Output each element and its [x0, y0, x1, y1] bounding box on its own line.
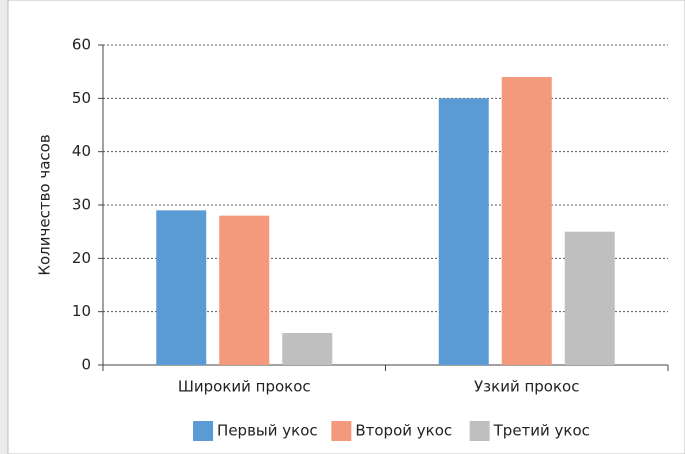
y-tick-label: 0 [81, 356, 91, 374]
legend-label: Второй укос [355, 422, 452, 440]
bar [156, 210, 207, 365]
chart-panel [7, 0, 685, 454]
x-tick-label: Широкий прокос [178, 378, 311, 396]
y-tick-label: 40 [72, 142, 91, 160]
y-axis-label: Количество часов [36, 134, 54, 275]
x-tick-label: Узкий прокос [474, 378, 579, 396]
legend-swatch [331, 421, 352, 441]
bar [501, 77, 552, 365]
y-tick-label: 10 [72, 302, 91, 320]
bar [219, 215, 270, 365]
bar [564, 231, 615, 365]
bar [438, 98, 489, 365]
y-tick-label: 20 [72, 249, 91, 267]
bar [282, 333, 333, 365]
y-tick-label: 50 [72, 89, 91, 107]
legend-label: Первый укос [217, 422, 318, 440]
y-tick-label: 60 [72, 36, 91, 54]
legend-swatch [193, 421, 214, 441]
legend-label: Третий укос [493, 422, 590, 440]
y-tick-label: 30 [72, 196, 91, 214]
legend-swatch [469, 421, 490, 441]
